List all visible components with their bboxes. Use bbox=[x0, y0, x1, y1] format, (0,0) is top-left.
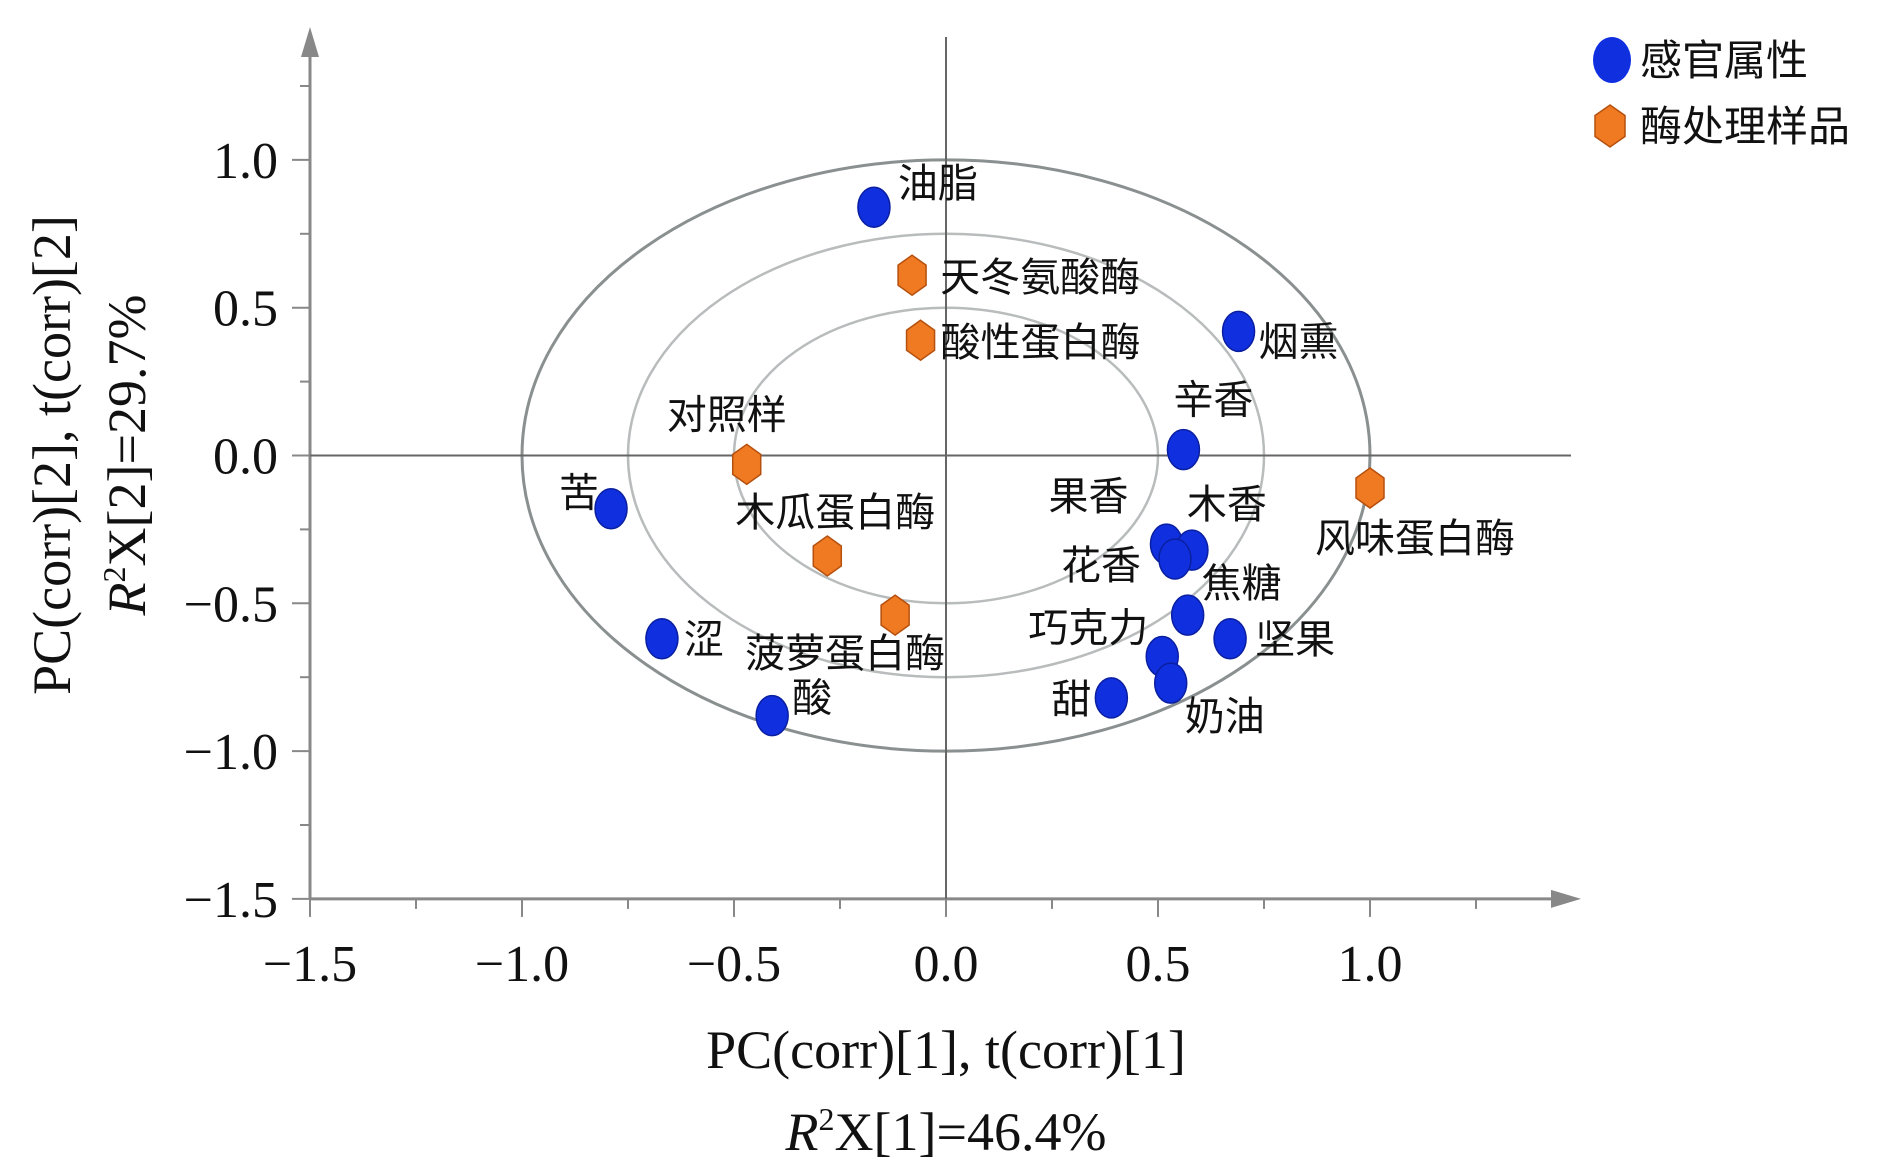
x-tick-label: −1.0 bbox=[475, 936, 569, 993]
point-label: 木瓜蛋白酶 bbox=[735, 490, 935, 536]
y-tick-label: 0.0 bbox=[213, 429, 278, 486]
point-label: 奶油 bbox=[1185, 694, 1265, 740]
x-tick-label: −1.5 bbox=[263, 936, 357, 993]
legend-label: 酶处理样品 bbox=[1640, 102, 1850, 151]
point-油脂 bbox=[857, 186, 891, 228]
point-天冬氨酸酶 bbox=[897, 254, 927, 297]
point-奶油 bbox=[1153, 662, 1188, 704]
legend-marker-hexagon-icon bbox=[1594, 104, 1626, 148]
point-木瓜蛋白酶 bbox=[812, 535, 843, 577]
point-label: 坚果 bbox=[1255, 617, 1335, 663]
point-label: 涩 bbox=[684, 617, 724, 663]
point-酸 bbox=[755, 694, 789, 737]
point-label: 辛香 bbox=[1173, 378, 1253, 424]
x-axis-label-r2: R2X[1]=46.4% bbox=[785, 1101, 1107, 1162]
point-花香 bbox=[1158, 538, 1192, 580]
point-酸性蛋白酶 bbox=[905, 319, 936, 362]
point-苦 bbox=[594, 487, 628, 530]
axes: −1.5 −1.0 −0.5 0.0 0.5 1.0 1.0 0.5 0.0 −0.5 −1.0 −1… bbox=[184, 27, 1581, 993]
x-tick-label: −0.5 bbox=[687, 936, 781, 993]
point-甜 bbox=[1094, 677, 1129, 719]
point-label: 花香 bbox=[1061, 543, 1141, 589]
point-菠萝蛋白酶 bbox=[880, 594, 910, 637]
point-label: 巧克力 bbox=[1028, 606, 1148, 652]
y-axis-label: PC(corr)[2], t(corr)[2] bbox=[22, 215, 82, 695]
point-label: 酸性蛋白酶 bbox=[941, 320, 1141, 366]
point-坚果 bbox=[1213, 618, 1247, 660]
x-tick-label: 0.0 bbox=[914, 936, 979, 993]
point-对照样 bbox=[731, 443, 762, 486]
legend-label: 感官属性 bbox=[1640, 36, 1808, 85]
x-tick-label: 1.0 bbox=[1338, 936, 1403, 993]
point-涩 bbox=[645, 618, 679, 660]
x-axis-arrow-icon bbox=[1551, 889, 1581, 908]
point-label: 对照样 bbox=[667, 392, 787, 438]
y-axis-label-r2: R2X[2]=29.7% bbox=[96, 295, 157, 617]
point-label: 果香 bbox=[1048, 474, 1128, 520]
x-axis-label: PC(corr)[1], t(corr)[1] bbox=[706, 1020, 1186, 1080]
point-label: 酸 bbox=[792, 676, 832, 722]
point-label: 甜 bbox=[1051, 677, 1091, 723]
point-烟熏 bbox=[1221, 310, 1256, 353]
point-label: 苦 bbox=[559, 471, 599, 517]
y-tick-label: −1.5 bbox=[184, 872, 278, 929]
point-label: 烟熏 bbox=[1259, 319, 1339, 365]
point-辛香 bbox=[1166, 428, 1201, 471]
point-label: 油脂 bbox=[898, 161, 978, 207]
point-label: 木香 bbox=[1187, 482, 1267, 528]
point-label: 风味蛋白酶 bbox=[1315, 516, 1515, 562]
y-axis-arrow-icon bbox=[301, 27, 319, 57]
x-tick-label: 0.5 bbox=[1126, 936, 1191, 993]
point-label: 菠萝蛋白酶 bbox=[745, 631, 945, 677]
point-焦糖 bbox=[1170, 594, 1205, 636]
legend-marker-circle-icon bbox=[1593, 37, 1631, 83]
y-tick-label: 1.0 bbox=[213, 133, 278, 190]
y-tick-label: −1.0 bbox=[184, 724, 278, 781]
y-tick-label: 0.5 bbox=[213, 281, 278, 338]
y-tick-label: −0.5 bbox=[184, 576, 278, 633]
point-label: 焦糖 bbox=[1202, 561, 1282, 607]
point-label: 天冬氨酸酶 bbox=[940, 255, 1140, 301]
point-风味蛋白酶 bbox=[1355, 467, 1385, 509]
